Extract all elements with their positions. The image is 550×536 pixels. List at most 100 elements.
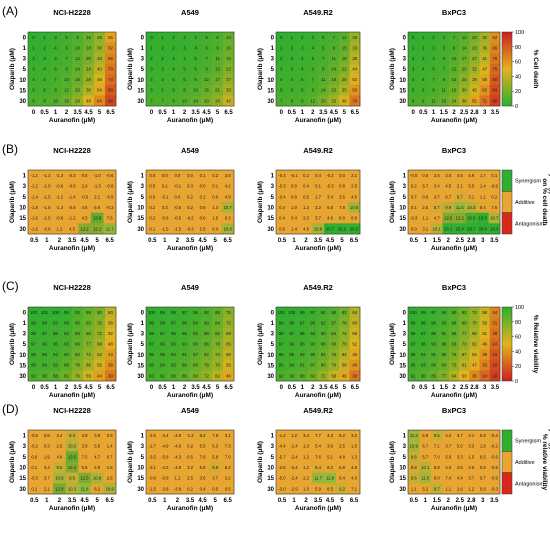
cell-value-label: 0.4: [279, 216, 285, 221]
x-tick-label: 3: [483, 110, 487, 116]
cell-value-label: 2: [280, 56, 283, 61]
x-tick-label: 0.5: [148, 498, 157, 504]
x-tick-label: 1: [424, 498, 428, 504]
cell-value-label: 27: [226, 77, 231, 82]
cell-value-label: 64: [97, 98, 102, 103]
heatmap-cell: [223, 307, 235, 318]
heatmap-cell: [78, 180, 92, 192]
y-axis-label: Olaparib (μM): [127, 323, 134, 365]
heatmap-cell: [459, 32, 470, 43]
cell-value-label: 44: [97, 373, 102, 378]
cell-value-label: 2: [32, 56, 35, 61]
cell-value-label: 4.5: [445, 184, 451, 189]
heatmap-frame: [407, 306, 501, 382]
heatmap-cell: [78, 483, 92, 495]
x-tick-label: 3.5: [186, 238, 195, 244]
cell-value-label: 35: [342, 88, 347, 93]
cell-value-label: 12: [64, 88, 69, 93]
heatmap-cell: [201, 74, 213, 86]
cell-value-label: 0.5: [480, 465, 486, 470]
cell-value-label: 10.7: [224, 205, 233, 210]
x-tick-label: 0.5: [419, 110, 428, 116]
heatmap-cell: [83, 359, 95, 371]
cell-value-label: 62: [493, 35, 498, 40]
cell-value-label: 26.7: [467, 226, 476, 231]
x-tick-label: 2.8: [467, 498, 476, 504]
cell-value-label: 11.7: [106, 226, 115, 231]
heatmap-cell: [297, 63, 308, 75]
cell-value-label: 60: [108, 310, 113, 315]
heatmap-cell: [72, 307, 84, 318]
heatmap-cell: [50, 74, 62, 86]
cell-value-label: 1.2: [468, 486, 474, 491]
heatmap-cell: [448, 307, 460, 318]
cell-value-label: 22: [226, 67, 231, 72]
cell-value-label: 31: [493, 320, 498, 325]
heatmap-cell: [196, 440, 210, 452]
cell-value-label: -0.6: [491, 454, 499, 459]
cell-value-label: 43: [108, 352, 113, 357]
heatmap-cell: [339, 338, 350, 350]
heatmap-cell: [221, 202, 235, 213]
heatmap-cell: [171, 472, 185, 484]
y-tick-label: 10: [137, 78, 144, 84]
cell-value-label: -0.2: [31, 444, 39, 449]
heatmap-cell: [348, 483, 361, 495]
heatmap-cell: [349, 370, 361, 382]
cell-value-label: -0.5: [174, 216, 182, 221]
heatmap-cell: [459, 349, 470, 361]
x-tick-label: 1: [172, 385, 176, 391]
cell-value-label: 0.2: [149, 216, 155, 221]
cell-value-label: -0.2: [491, 444, 499, 449]
cell-value-label: 10.6: [106, 486, 115, 491]
heatmap-b-a549-r2: A549.R2-0.4 -0.1 0.2 0.4 -0.2 0.0 2.1-0.3 0.0 0.…: [257, 146, 361, 252]
cell-value-label: 7: [205, 56, 208, 61]
y-tick-label: 0: [141, 310, 145, 316]
heatmap-cell: [94, 349, 106, 361]
heatmap-cell: [431, 170, 443, 181]
heatmap-cell: [90, 472, 104, 484]
x-tick-label: 4.5: [198, 498, 207, 504]
cell-value-label: 97: [279, 342, 284, 347]
cell-value-label: 95: [31, 363, 36, 368]
heatmap-cell: [83, 370, 95, 382]
cell-value-label: 33: [352, 45, 357, 50]
cell-value-label: 1.2: [57, 226, 63, 231]
heatmap-cell: [208, 430, 222, 441]
cell-value-label: 58: [342, 363, 347, 368]
cell-value-label: 4: [54, 45, 57, 50]
heatmap-cell: [158, 430, 172, 441]
cell-value-label: 9: [43, 98, 46, 103]
cell-value-label: 4: [312, 45, 315, 50]
heatmap-cell: [442, 472, 455, 484]
heatmap-cell: [454, 440, 466, 452]
heatmap-cell: [183, 223, 197, 235]
cell-value-label: -4.9: [174, 444, 182, 449]
cell-value-label: 3.3: [457, 454, 463, 459]
heatmap-cell: [221, 440, 235, 452]
heatmap-cell: [40, 212, 54, 224]
x-tick-label: 6.5: [224, 110, 233, 116]
heatmap-cell: [61, 42, 73, 54]
cell-value-label: -1.6: [31, 226, 39, 231]
heatmap-cell: [28, 462, 41, 473]
cell-value-label: -1.3: [56, 173, 64, 178]
cell-value-label: 40: [352, 363, 357, 368]
x-tick-label: 1: [292, 238, 296, 244]
heatmap-cell: [328, 317, 340, 329]
heatmap-cell: [171, 440, 185, 452]
heatmap-cell: [276, 430, 289, 441]
cell-value-label: 7.0: [225, 454, 231, 459]
heatmap-cell: [312, 430, 325, 441]
heatmap-cell: [50, 42, 62, 54]
heatmap-cell: [328, 84, 340, 96]
heatmap-cell: [349, 359, 361, 371]
cell-value-label: -0.3: [410, 216, 418, 221]
heatmap-cell: [488, 180, 501, 192]
cell-value-label: 0: [280, 35, 283, 40]
cell-value-label: 54: [472, 352, 477, 357]
x-tick-label: 5: [98, 385, 102, 391]
heatmap-cell: [276, 32, 287, 43]
colorbar-tick-label: 80: [515, 45, 521, 51]
